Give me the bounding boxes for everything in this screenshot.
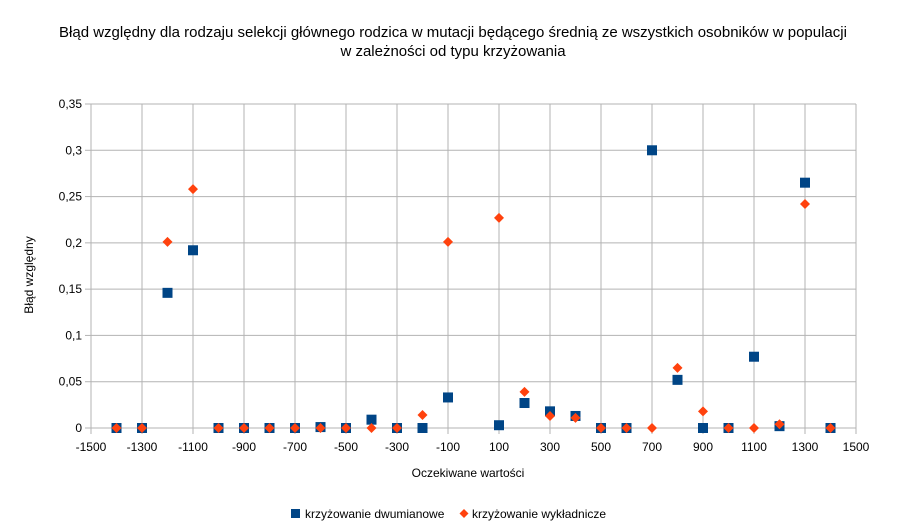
point-wykladnicze <box>213 423 224 433</box>
x-tick-label: 1300 <box>792 440 819 454</box>
point-wykladnicze <box>443 236 453 247</box>
point-dwumianowe <box>519 398 530 409</box>
point-wykladnicze <box>825 423 836 433</box>
x-tick-label: -1100 <box>178 440 208 454</box>
point-dwumianowe <box>672 374 683 385</box>
y-tick-label: 0,15 <box>59 282 83 296</box>
point-wykladnicze <box>570 412 581 423</box>
point-dwumianowe <box>366 414 377 425</box>
point-dwumianowe <box>162 287 173 298</box>
point-wykladnicze <box>519 386 530 397</box>
legend-label-wykladnicze: krzyżowanie wykładnicze <box>472 507 606 521</box>
legend: krzyżowanie dwumianowe krzyżowanie wykła… <box>291 507 606 521</box>
point-wykladnicze <box>366 423 377 433</box>
point-wykladnicze <box>545 410 555 421</box>
point-wykladnicze <box>749 423 759 433</box>
x-tick-label: 500 <box>591 440 611 454</box>
y-tick-label: 0,35 <box>59 97 83 111</box>
x-tick-label: -1300 <box>127 440 158 454</box>
chart-title-line-1: Błąd względny dla rodzaju selekcji główn… <box>59 24 847 41</box>
point-dwumianowe <box>494 420 504 431</box>
point-dwumianowe <box>647 145 657 156</box>
y-tick-label: 0,1 <box>65 328 82 342</box>
x-tick-label: -300 <box>385 440 409 454</box>
x-tick-label: 300 <box>540 440 560 454</box>
point-wykladnicze <box>315 423 326 433</box>
point-wykladnicze <box>417 410 428 421</box>
point-wykladnicze <box>698 406 708 417</box>
point-wykladnicze <box>239 423 249 433</box>
point-dwumianowe <box>443 392 453 403</box>
point-dwumianowe <box>749 351 759 362</box>
point-wykladnicze <box>774 419 785 430</box>
point-wykladnicze <box>596 423 606 433</box>
grid-lines <box>90 103 857 429</box>
legend-marker-wykladnicze <box>459 509 469 518</box>
y-axis-label: Błąd względny <box>22 236 36 313</box>
y-tick-label: 0,25 <box>59 190 83 204</box>
point-wykladnicze <box>800 198 810 209</box>
point-wykladnicze <box>188 184 198 195</box>
point-wykladnicze <box>647 423 657 433</box>
point-wykladnicze <box>111 423 122 433</box>
point-dwumianowe <box>698 423 708 433</box>
x-tick-label: 1500 <box>843 440 870 454</box>
tick-labels: 0 0,05 0,1 0,15 0,2 0,25 0,3 0,35 -1500 -1300 -110… <box>59 97 870 454</box>
point-wykladnicze <box>341 423 351 433</box>
point-wykladnicze <box>672 362 683 373</box>
x-tick-label: -700 <box>283 440 307 454</box>
x-tick-label: 1100 <box>741 440 767 454</box>
point-wykladnicze <box>621 423 632 433</box>
x-axis-label: Oczekiwane wartości <box>412 466 525 480</box>
point-wykladnicze <box>290 423 300 433</box>
point-wykladnicze <box>137 423 147 433</box>
y-tick-label: 0 <box>75 421 82 435</box>
point-wykladnicze <box>494 212 504 223</box>
y-tick-label: 0,05 <box>59 375 83 389</box>
x-tick-label: 900 <box>693 440 713 454</box>
legend-marker-dwumianowe <box>291 509 300 518</box>
x-tick-label: 700 <box>642 440 662 454</box>
y-tick-label: 0,3 <box>65 143 82 157</box>
y-tick-label: 0,2 <box>65 236 82 250</box>
axes <box>85 103 857 434</box>
data-points <box>111 145 836 433</box>
point-dwumianowe <box>188 245 198 256</box>
x-tick-label: 100 <box>489 440 509 454</box>
point-wykladnicze <box>264 423 275 433</box>
point-dwumianowe <box>417 423 428 433</box>
x-tick-label: -1500 <box>76 440 107 454</box>
x-tick-label: -500 <box>334 440 358 454</box>
chart-title-line-2: w zależności od typu krzyżowania <box>339 43 566 60</box>
point-wykladnicze <box>723 423 734 433</box>
point-wykladnicze <box>392 423 402 433</box>
x-tick-label: -900 <box>232 440 256 454</box>
legend-label-dwumianowe: krzyżowanie dwumianowe <box>305 507 445 521</box>
x-tick-label: -100 <box>436 440 460 454</box>
point-wykladnicze <box>162 236 173 247</box>
point-dwumianowe <box>800 177 810 188</box>
